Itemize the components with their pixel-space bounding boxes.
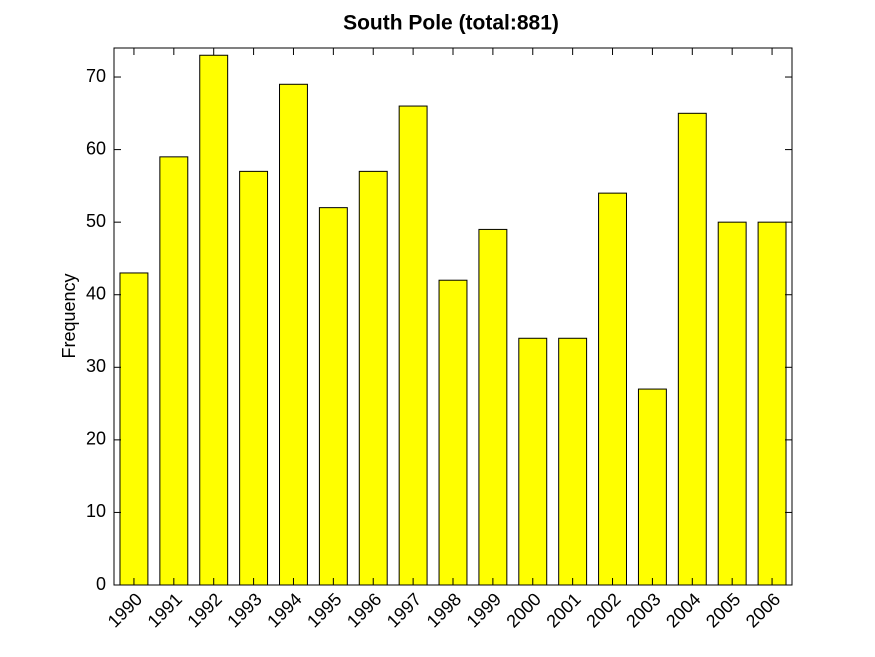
chart-title: South Pole (total:881): [343, 12, 559, 35]
y-tick-label: 40: [86, 283, 106, 303]
y-tick-label: 50: [86, 211, 106, 231]
bar: [677, 112, 707, 586]
y-tick-label: 10: [86, 501, 106, 521]
bar: [478, 228, 508, 586]
bar: [598, 192, 627, 586]
y-tick-label: 0: [96, 574, 106, 594]
bar: [398, 105, 428, 586]
bar: [239, 170, 269, 586]
bar: [159, 156, 189, 586]
y-tick-label: 30: [86, 356, 106, 376]
y-tick-label: 20: [86, 429, 106, 449]
y-tick-label: 60: [86, 138, 106, 158]
bar: [199, 54, 229, 586]
bar: [717, 221, 747, 586]
bar: [318, 207, 348, 586]
bar: [558, 337, 588, 586]
bar: [518, 337, 548, 586]
y-tick-label: 70: [86, 66, 106, 86]
bar: [757, 221, 787, 586]
bar: [119, 272, 149, 586]
bar: [358, 170, 388, 586]
bar: [279, 83, 308, 586]
bar: [637, 388, 667, 586]
y-axis-label: Frequency: [59, 273, 79, 358]
bar: [438, 279, 468, 586]
